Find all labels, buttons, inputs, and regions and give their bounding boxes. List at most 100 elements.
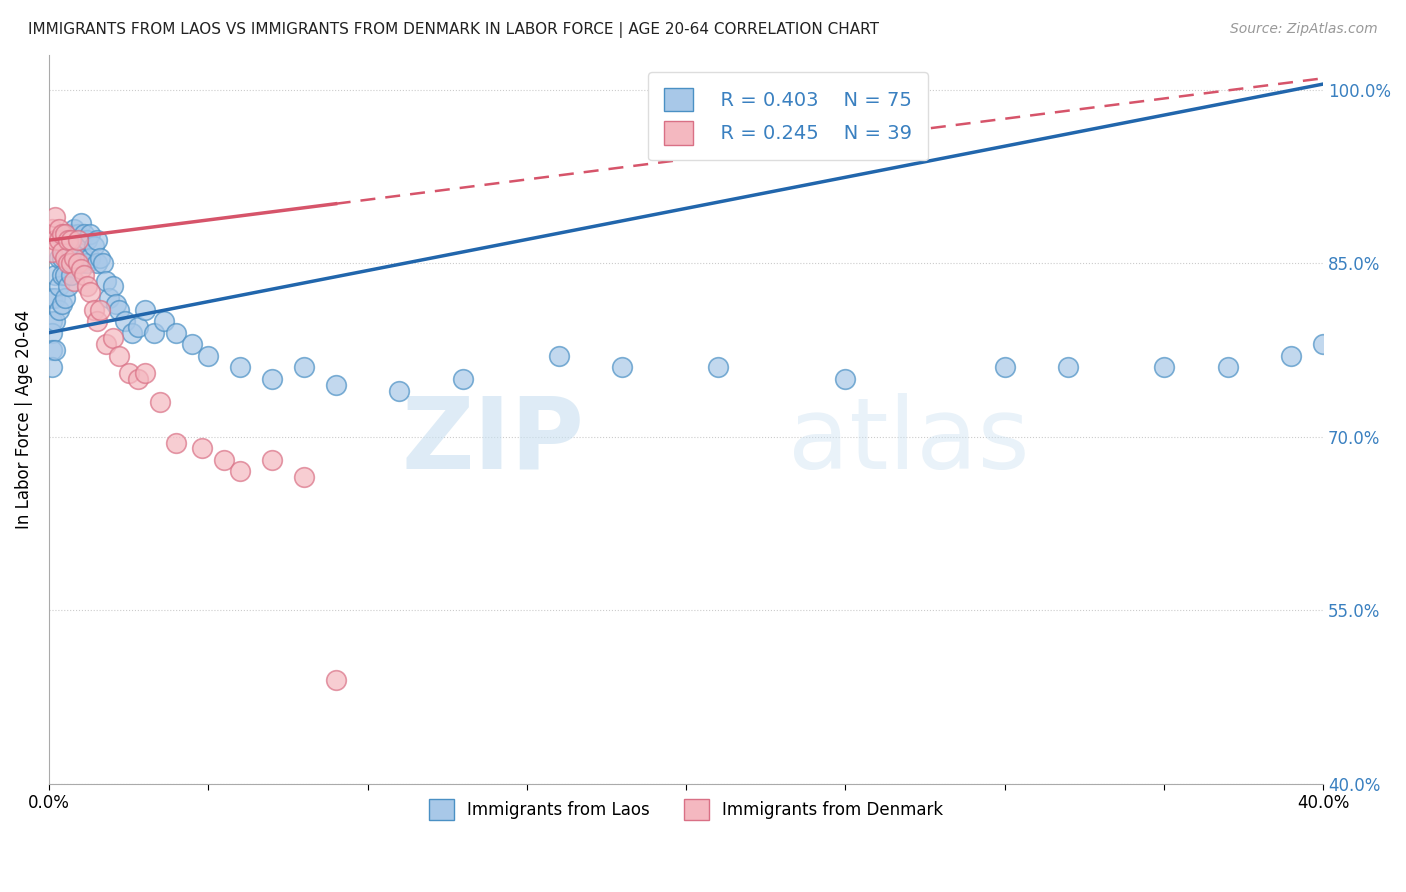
Point <box>86 256 108 270</box>
Point <box>60 256 83 270</box>
Point <box>325 673 347 687</box>
Point <box>48 233 70 247</box>
Point <box>69 262 91 277</box>
Point <box>292 470 315 484</box>
Point <box>69 216 91 230</box>
Point <box>56 256 79 270</box>
Point <box>44 210 66 224</box>
Point <box>83 239 105 253</box>
Point <box>86 233 108 247</box>
Point <box>101 331 124 345</box>
Point <box>181 337 204 351</box>
Point <box>60 227 83 242</box>
Point <box>96 337 118 351</box>
Point <box>53 244 76 259</box>
Point <box>44 233 66 247</box>
Point <box>51 268 73 282</box>
Point <box>104 297 127 311</box>
Point <box>89 251 111 265</box>
Point <box>51 227 73 242</box>
Text: IMMIGRANTS FROM LAOS VS IMMIGRANTS FROM DENMARK IN LABOR FORCE | AGE 20-64 CORRE: IMMIGRANTS FROM LAOS VS IMMIGRANTS FROM … <box>28 22 879 38</box>
Point <box>101 279 124 293</box>
Point <box>191 442 214 456</box>
Point <box>69 256 91 270</box>
Text: atlas: atlas <box>787 392 1029 490</box>
Point <box>73 268 96 282</box>
Text: Source: ZipAtlas.com: Source: ZipAtlas.com <box>1230 22 1378 37</box>
Point <box>63 256 86 270</box>
Point <box>41 314 63 328</box>
Point <box>76 256 98 270</box>
Point <box>451 372 474 386</box>
Point <box>53 291 76 305</box>
Point <box>41 244 63 259</box>
Point <box>152 314 174 328</box>
Point <box>41 291 63 305</box>
Point <box>48 251 70 265</box>
Point <box>41 326 63 340</box>
Point <box>117 366 139 380</box>
Point <box>69 233 91 247</box>
Point <box>108 302 131 317</box>
Point <box>44 314 66 328</box>
Point <box>44 343 66 357</box>
Point <box>121 326 143 340</box>
Point <box>1279 349 1302 363</box>
Point <box>994 360 1017 375</box>
Point <box>63 221 86 235</box>
Point <box>612 360 634 375</box>
Point <box>73 227 96 242</box>
Point <box>66 256 89 270</box>
Y-axis label: In Labor Force | Age 20-64: In Labor Force | Age 20-64 <box>15 310 32 529</box>
Point <box>547 349 569 363</box>
Point <box>134 302 156 317</box>
Point <box>98 291 121 305</box>
Point <box>292 360 315 375</box>
Point <box>41 221 63 235</box>
Point <box>96 274 118 288</box>
Point <box>325 377 347 392</box>
Point <box>127 319 149 334</box>
Point <box>1153 360 1175 375</box>
Point <box>79 251 101 265</box>
Point <box>1057 360 1080 375</box>
Point <box>56 279 79 293</box>
Point <box>260 453 283 467</box>
Point <box>76 233 98 247</box>
Point <box>1312 337 1334 351</box>
Point <box>51 297 73 311</box>
Point <box>44 291 66 305</box>
Point <box>48 279 70 293</box>
Text: ZIP: ZIP <box>401 392 583 490</box>
Point <box>60 268 83 282</box>
Point <box>48 302 70 317</box>
Point <box>79 285 101 300</box>
Point <box>260 372 283 386</box>
Point <box>63 251 86 265</box>
Point <box>83 302 105 317</box>
Point <box>63 274 86 288</box>
Point <box>53 268 76 282</box>
Point <box>60 233 83 247</box>
Point <box>66 233 89 247</box>
Point <box>149 395 172 409</box>
Point <box>834 372 856 386</box>
Point <box>114 314 136 328</box>
Point <box>229 465 252 479</box>
Point <box>48 221 70 235</box>
Point <box>53 251 76 265</box>
Point <box>63 239 86 253</box>
Point <box>66 256 89 270</box>
Point <box>51 251 73 265</box>
Point <box>53 227 76 242</box>
Point <box>79 227 101 242</box>
Point <box>51 244 73 259</box>
Point <box>388 384 411 398</box>
Point <box>197 349 219 363</box>
Point <box>127 372 149 386</box>
Point <box>53 227 76 242</box>
Point <box>60 244 83 259</box>
Point <box>91 256 114 270</box>
Point <box>76 279 98 293</box>
Point <box>73 251 96 265</box>
